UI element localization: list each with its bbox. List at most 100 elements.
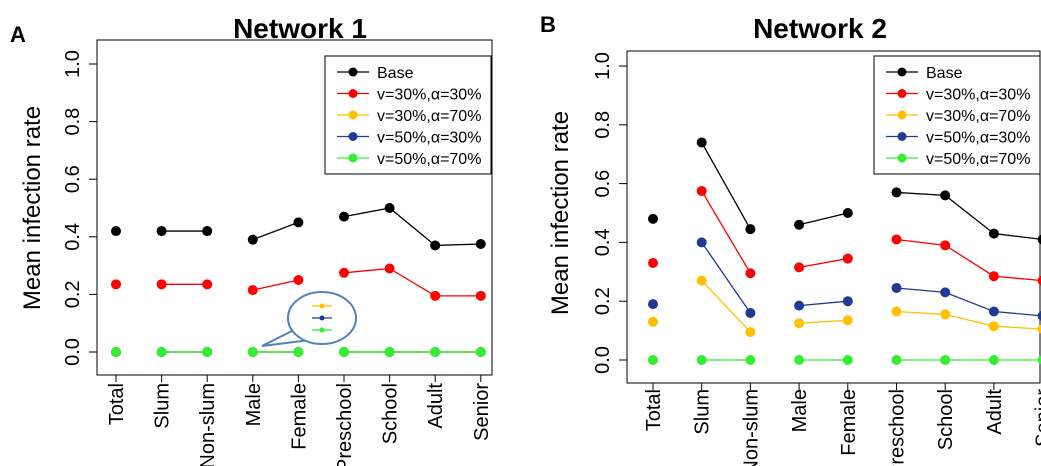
data-point — [1037, 311, 1041, 321]
data-point — [696, 137, 707, 148]
data-point — [988, 306, 999, 317]
legend-label: v=50%,α=30% — [926, 130, 1030, 147]
x-tick-label: Slum — [692, 389, 714, 435]
data-point — [842, 355, 853, 365]
legend-label: Base — [377, 65, 414, 82]
legend-label: v=50%,α=70% — [926, 151, 1030, 168]
data-point — [794, 318, 805, 329]
series-line — [701, 142, 751, 230]
data-point — [1037, 324, 1041, 334]
data-point — [247, 234, 258, 245]
y-tick-label: 0.6 — [592, 170, 614, 198]
y-tick-label: 0.4 — [592, 228, 614, 256]
data-point — [745, 224, 756, 235]
series-line — [798, 212, 848, 226]
data-point — [842, 208, 853, 218]
series-line — [701, 190, 751, 274]
y-axis-label: Mean infection rate — [547, 111, 574, 315]
data-point — [745, 327, 756, 338]
data-point — [156, 347, 167, 357]
data-point — [384, 347, 395, 357]
data-point — [842, 296, 853, 307]
x-tick-label: Male — [789, 389, 811, 432]
data-point — [648, 316, 658, 327]
y-axis-label: Mean infection rate — [19, 106, 46, 310]
series-line — [896, 287, 1041, 317]
plot-frame — [626, 50, 1041, 384]
y-tick-label: 0.2 — [62, 280, 84, 308]
data-point — [940, 287, 951, 298]
legend-label: v=30%,α=30% — [377, 87, 481, 104]
x-tick-label: Senior — [471, 383, 493, 441]
legend-marker — [897, 110, 907, 120]
data-point — [1037, 234, 1041, 245]
data-point — [794, 300, 805, 311]
y-tick-label: 0.4 — [62, 223, 84, 251]
series-line — [701, 280, 751, 333]
y-tick-label: 0.8 — [592, 111, 614, 139]
x-tick-label: Preschool — [334, 383, 356, 466]
data-point — [940, 190, 951, 201]
series-line — [252, 279, 299, 291]
data-point — [202, 347, 213, 357]
panel-letter-a: A — [10, 22, 26, 47]
data-point — [745, 307, 756, 318]
plot-frame — [96, 39, 493, 376]
legend-marker — [897, 132, 907, 141]
data-point — [745, 268, 756, 279]
data-point — [745, 355, 756, 365]
legend-marker — [897, 153, 907, 163]
y-tick-label: 0.2 — [592, 287, 614, 315]
x-tick-label: Non-slum — [197, 383, 219, 466]
legend-label: Base — [926, 65, 963, 82]
data-point — [988, 228, 999, 239]
data-point — [842, 253, 853, 264]
data-point — [940, 240, 951, 251]
data-point — [696, 185, 707, 196]
data-point — [293, 217, 304, 228]
legend-label: v=30%,α=70% — [377, 108, 481, 125]
y-tick-label: 0.8 — [62, 108, 84, 136]
series-line — [252, 221, 299, 241]
legend-marker — [348, 132, 358, 141]
legend-label: v=50%,α=30% — [377, 130, 481, 147]
data-point — [940, 309, 951, 320]
data-point — [156, 279, 167, 290]
data-point — [891, 234, 902, 245]
data-point — [891, 306, 902, 317]
x-tick-label: Adult — [984, 389, 1006, 435]
legend-label: v=30%,α=30% — [926, 87, 1030, 104]
data-point — [794, 262, 805, 273]
x-tick-label: Female — [838, 389, 860, 456]
callout-marker — [319, 327, 325, 333]
data-point — [940, 355, 951, 365]
legend-marker — [348, 89, 358, 98]
data-point — [696, 237, 707, 248]
series-line — [799, 300, 848, 307]
data-point — [430, 290, 441, 301]
x-tick-label: School — [380, 383, 402, 444]
series-line — [799, 319, 848, 324]
callout-marker — [319, 303, 325, 309]
data-point — [1037, 355, 1041, 365]
x-tick-label: Female — [288, 383, 310, 450]
x-tick-label: Preschool — [887, 389, 909, 466]
data-point — [247, 347, 258, 357]
legend-marker — [897, 89, 907, 98]
data-point — [891, 187, 902, 198]
data-point — [293, 347, 304, 357]
callout-marker — [319, 315, 325, 321]
y-tick-label: 1.0 — [592, 52, 614, 80]
data-point — [988, 321, 999, 332]
x-tick-label: Male — [243, 383, 265, 426]
data-point — [202, 226, 213, 237]
data-point — [475, 290, 486, 301]
x-tick-label: Total — [643, 389, 665, 431]
x-tick-label: Adult — [425, 383, 447, 429]
data-point — [430, 240, 441, 251]
legend-marker — [348, 153, 358, 163]
data-point — [339, 267, 349, 278]
series-line — [896, 238, 1041, 282]
legend-marker — [897, 67, 907, 77]
data-point — [648, 299, 658, 310]
